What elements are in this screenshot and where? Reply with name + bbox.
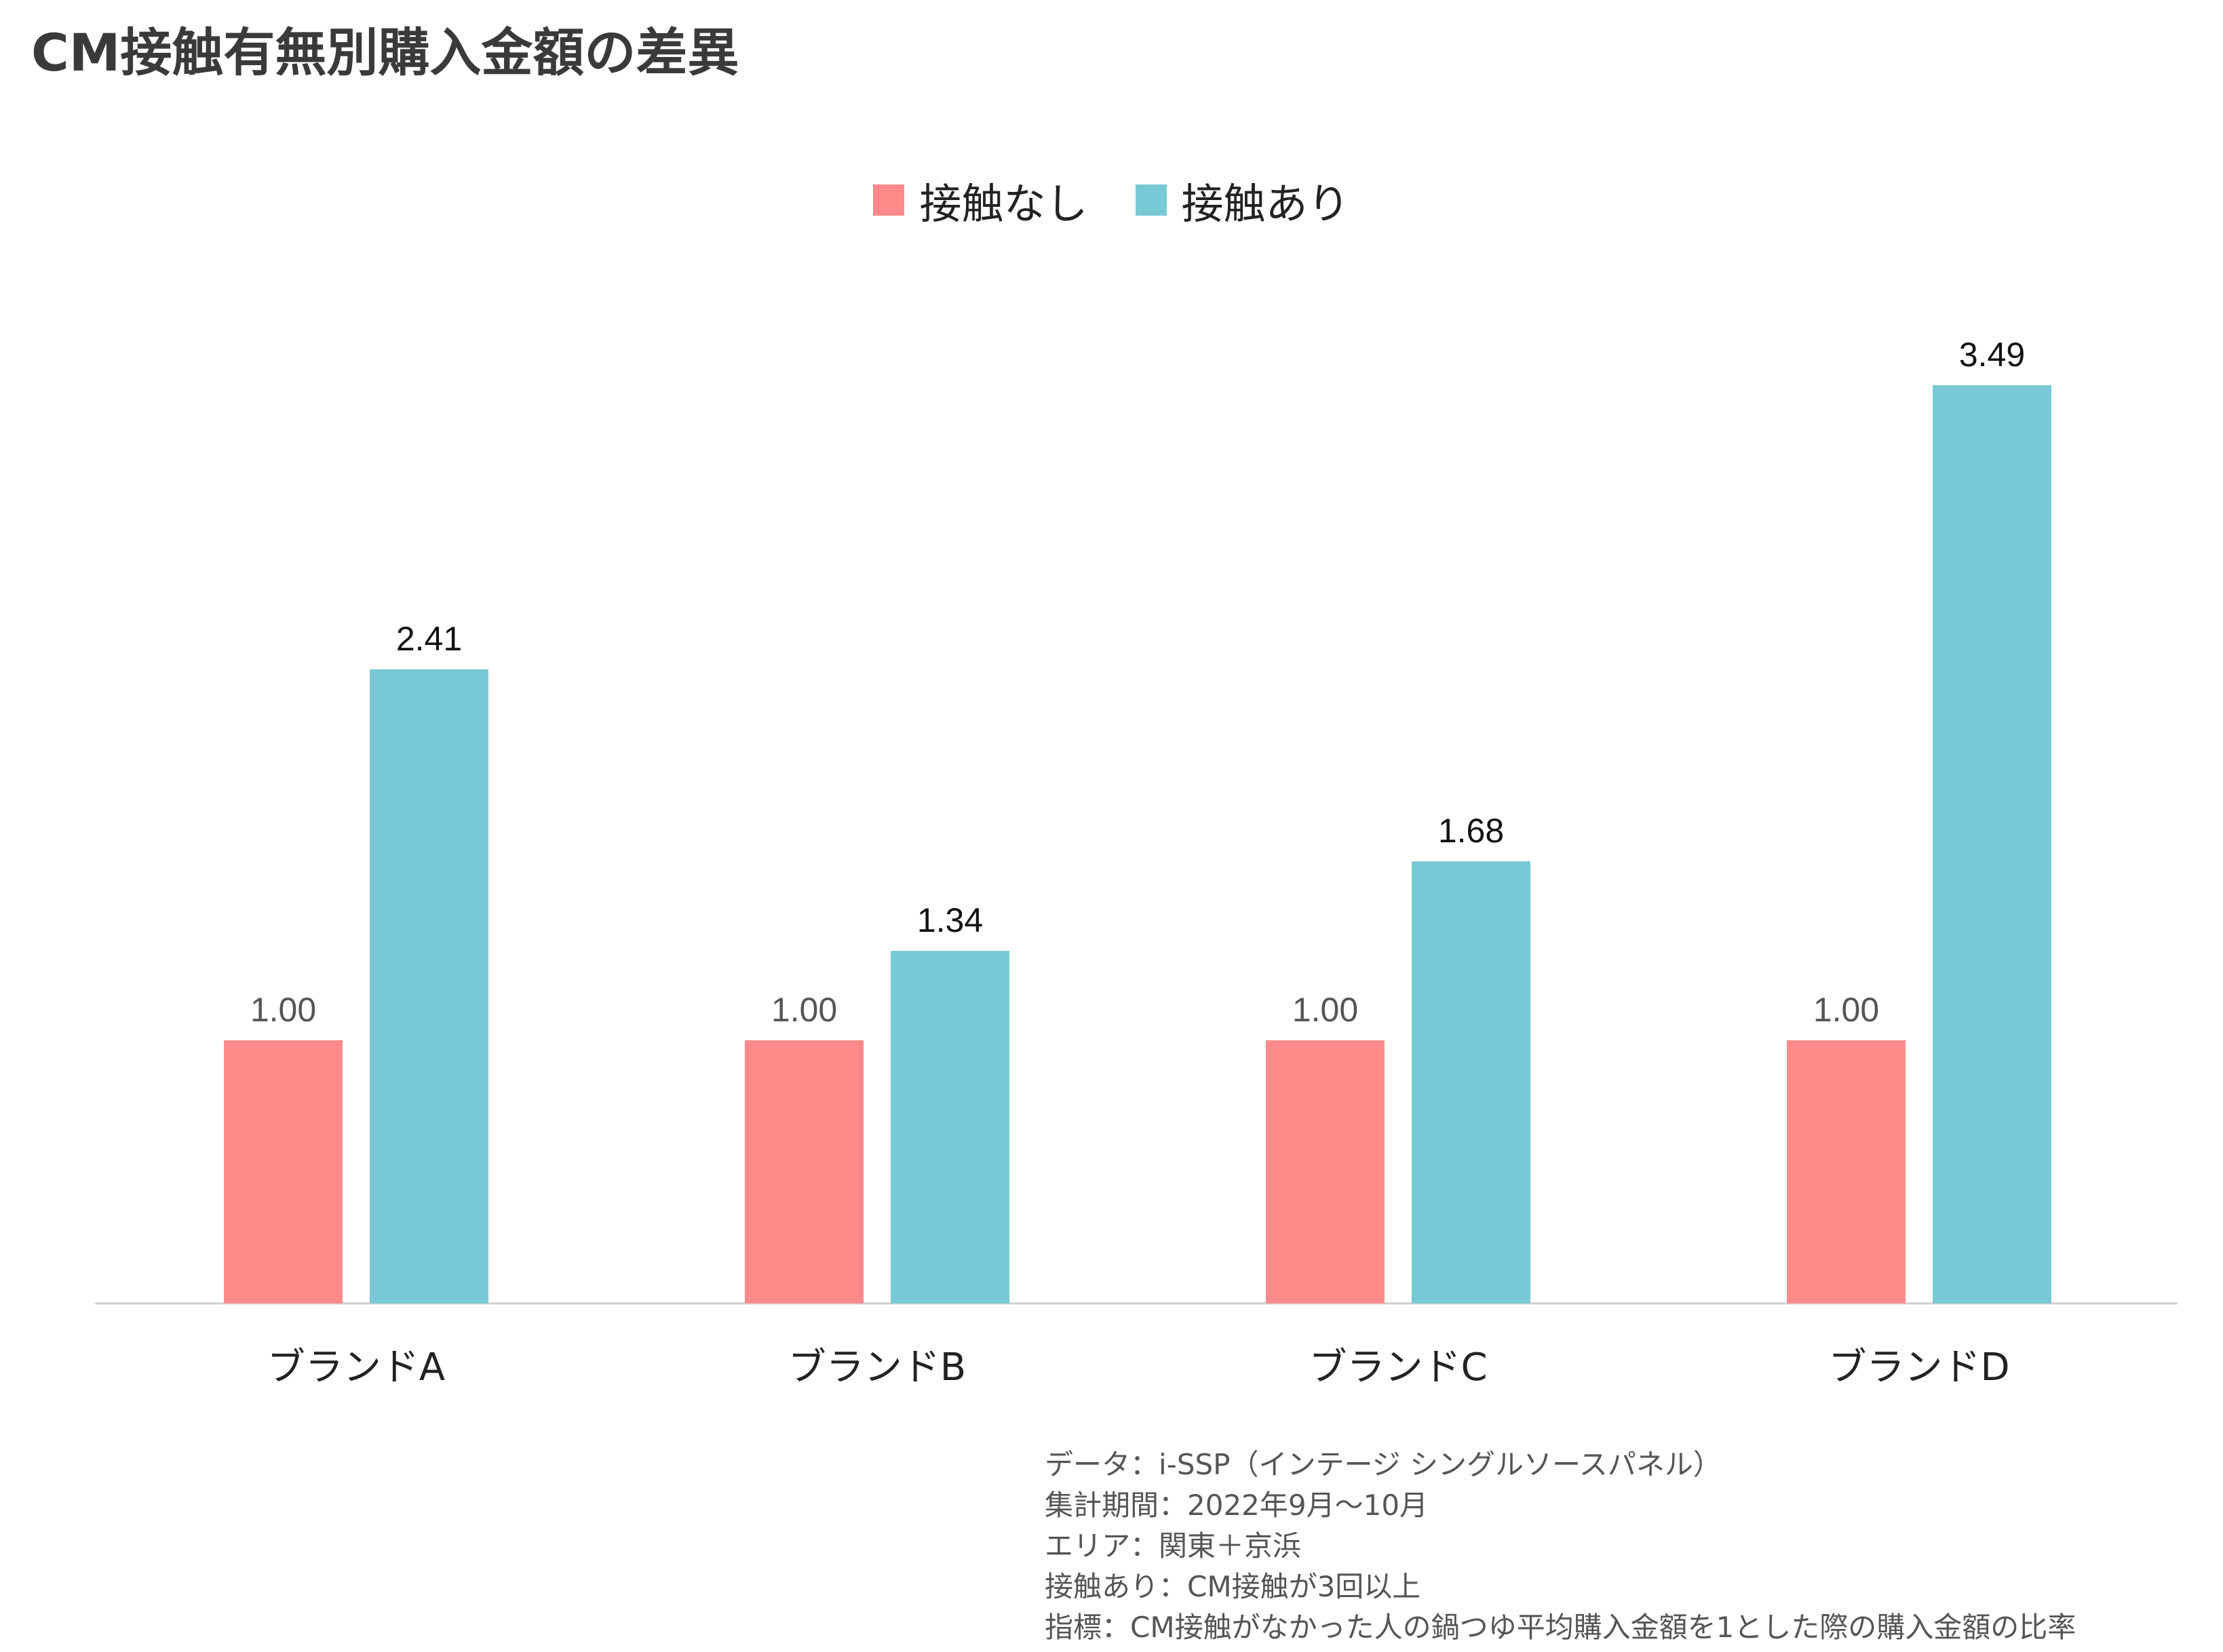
data-label-contact-3: 1.68 <box>1438 812 1504 850</box>
data-label-no-contact-3: 1.00 <box>1292 991 1358 1029</box>
bar-contact-1 <box>370 669 488 1303</box>
legend-item-contact: 接触あり <box>1135 170 1350 231</box>
bar-contact-2 <box>891 951 1009 1303</box>
note-metric: 指標：CM接触がなかった人の鍋つゆ平均購入金額を1とした際の購入金額の比率 <box>1045 1611 2076 1644</box>
legend: 接触なし 接触あり <box>0 170 2223 231</box>
legend-label-no-contact: 接触なし <box>919 179 1088 229</box>
bar-no-contact-4 <box>1787 1040 1906 1303</box>
x-tick-label-4: ブランドD <box>1828 1345 2009 1390</box>
data-label-no-contact-2: 1.00 <box>771 991 837 1029</box>
data-label-no-contact-4: 1.00 <box>1813 991 1879 1029</box>
data-label-no-contact-1: 1.00 <box>250 991 316 1029</box>
bar-no-contact-1 <box>224 1040 343 1303</box>
data-label-contact-2: 1.34 <box>917 901 983 939</box>
note-period: 集計期間：2022年9月～10月 <box>1045 1489 1429 1522</box>
x-tick-label-3: ブランドC <box>1309 1345 1487 1390</box>
note-area: エリア：関東＋京浜 <box>1045 1529 1302 1562</box>
legend-label-contact: 接触あり <box>1181 179 1350 229</box>
source-notes: データ：i-SSP（インテージ シングルソースパネル） 集計期間：2022年9月… <box>1045 1444 2076 1648</box>
data-label-contact-4: 3.49 <box>1959 336 2025 374</box>
bar-no-contact-3 <box>1266 1040 1385 1303</box>
legend-swatch-contact <box>1135 184 1167 216</box>
legend-item-no-contact: 接触なし <box>873 170 1088 231</box>
legend-swatch-no-contact <box>873 184 905 216</box>
note-data-source: データ：i-SSP（インテージ シングルソースパネル） <box>1045 1448 1722 1481</box>
chart-title: CM接触有無別購入金額の差異 <box>31 22 739 83</box>
bar-contact-3 <box>1412 861 1530 1303</box>
x-tick-label-1: ブランドA <box>267 1345 445 1390</box>
bar-contact-4 <box>1933 385 2051 1303</box>
note-contact-definition: 接触あり：CM接触が3回以上 <box>1045 1570 1421 1603</box>
data-label-contact-1: 2.41 <box>396 620 462 658</box>
x-tick-label-2: ブランドB <box>788 1345 966 1390</box>
bar-no-contact-2 <box>745 1040 864 1303</box>
